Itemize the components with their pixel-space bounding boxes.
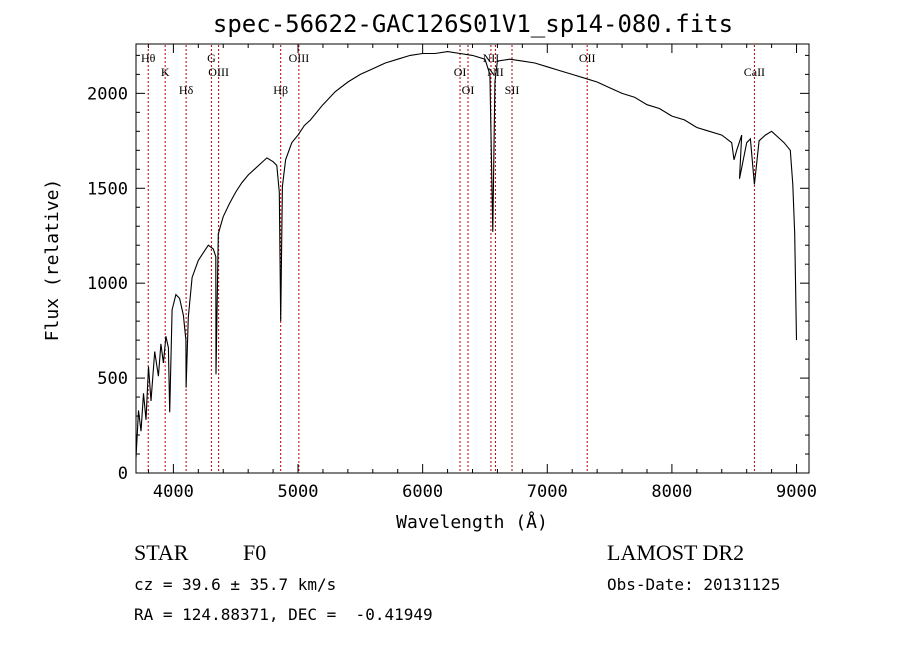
star-subclass: F0 <box>243 540 266 565</box>
spectral-line-label: SII <box>505 83 520 97</box>
y-tick-label: 1000 <box>87 274 128 294</box>
x-axis-label: Wavelength (Å) <box>396 511 548 533</box>
spectral-line-label: OI <box>454 65 467 79</box>
spectral-line-label: K <box>161 65 170 79</box>
ra-dec-coordinates: RA = 124.88371, DEC = -0.41949 <box>134 605 433 624</box>
y-tick-label: 2000 <box>87 84 128 104</box>
x-tick-label: 9000 <box>776 482 817 502</box>
spectral-line-label: OII <box>579 51 596 65</box>
spectral-line-label: G <box>207 51 216 65</box>
y-tick-label: 1500 <box>87 179 128 199</box>
x-tick-label: 5000 <box>278 482 319 502</box>
y-axis-ticks: 0 500 1000 1500 2000 <box>87 54 809 484</box>
y-axis-label: Flux (relative) <box>42 179 63 342</box>
spectral-line-label: Hβ <box>273 83 288 97</box>
y-tick-label: 0 <box>118 464 128 484</box>
spectral-line-label: NII <box>487 65 504 79</box>
observation-date: Obs-Date: 20131125 <box>607 575 780 594</box>
spectral-line-label: CaII <box>744 65 765 79</box>
spectral-line-label: OIII <box>208 65 229 79</box>
x-tick-label: 6000 <box>402 482 443 502</box>
spectral-line-label: OIII <box>289 51 310 65</box>
plot-frame <box>135 43 810 474</box>
x-axis-ticks: 4000 5000 6000 7000 8000 9000 <box>147 44 817 502</box>
x-tick-label: 4000 <box>153 482 194 502</box>
x-tick-label: 7000 <box>527 482 568 502</box>
star-class: STAR <box>134 540 189 565</box>
redshift-cz: cz = 39.6 ± 35.7 km/s <box>134 575 336 594</box>
spectrum-line <box>135 51 798 458</box>
spectral-line-label: OI <box>462 83 475 97</box>
spectral-line-label: Hδ <box>179 83 194 97</box>
survey-label: LAMOST DR2 <box>607 540 744 565</box>
spectrum-series <box>135 51 798 458</box>
chart-title: spec-56622-GAC126S01V1_sp14-080.fits <box>213 10 733 38</box>
spectral-line-label: Hθ <box>141 51 156 65</box>
x-tick-label: 8000 <box>651 482 692 502</box>
y-tick-label: 500 <box>97 369 128 389</box>
